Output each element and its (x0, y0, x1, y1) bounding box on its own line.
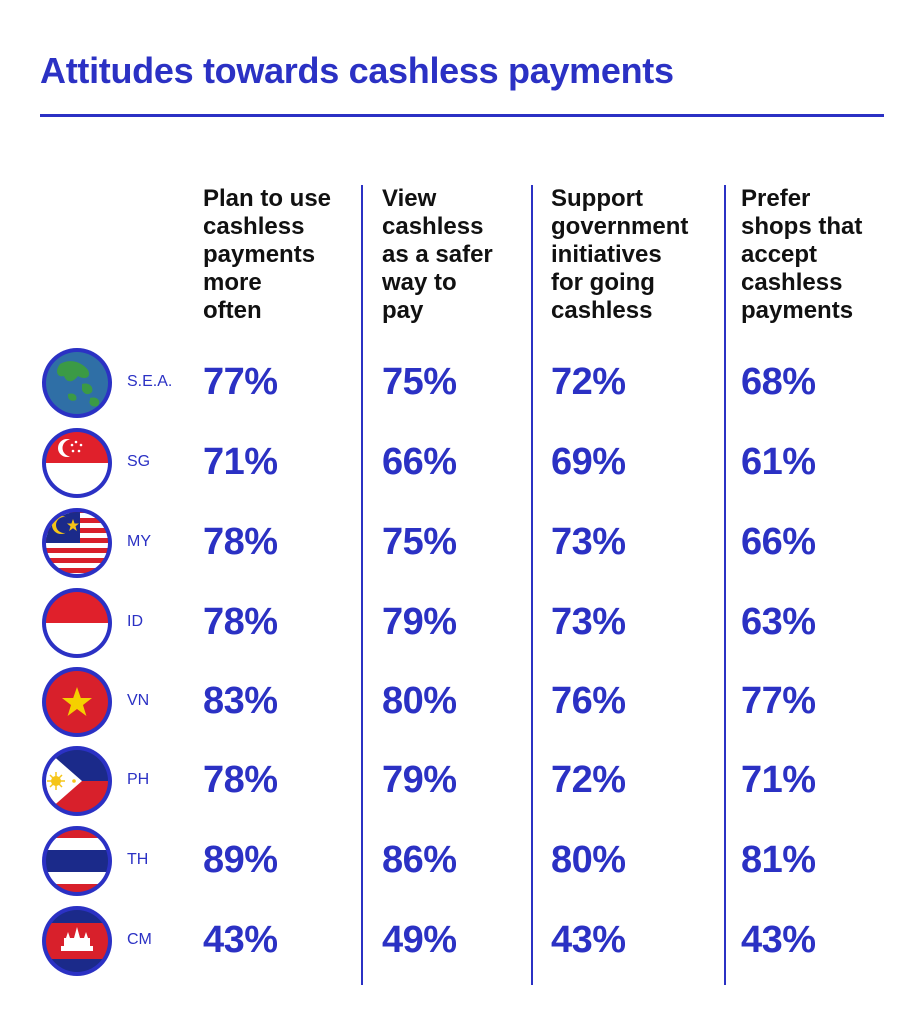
title-divider (40, 114, 884, 117)
table-cell-value: 78% (203, 601, 278, 643)
country-label: VN (127, 692, 150, 709)
column-header-line: government (551, 213, 689, 240)
table-cell-value: 80% (551, 839, 626, 881)
table-cell-value: 69% (551, 441, 626, 483)
column-separator (361, 185, 363, 985)
table-cell-value: 81% (741, 839, 816, 881)
table-cell-value: 73% (551, 601, 626, 643)
cambodia-flag-icon (42, 906, 112, 976)
table-cell-value: 72% (551, 759, 626, 801)
table-cell-value: 61% (741, 441, 816, 483)
column-header-line: way to (382, 269, 457, 296)
column-header-line: cashless (382, 213, 484, 240)
table-cell-value: 78% (203, 521, 278, 563)
column-header-line: for going (551, 269, 655, 296)
table-cell-value: 66% (382, 441, 457, 483)
table-cell-value: 43% (203, 919, 278, 961)
table-cell-value: 71% (203, 441, 278, 483)
column-header-line: Prefer (741, 185, 811, 212)
country-label: S.E.A. (127, 373, 173, 390)
table-cell-value: 43% (741, 919, 816, 961)
table-cell-value: 66% (741, 521, 816, 563)
country-label: ID (127, 613, 143, 630)
table-cell-value: 75% (382, 521, 457, 563)
column-separator (531, 185, 533, 985)
table-cell-value: 79% (382, 759, 457, 801)
table-cell-value: 83% (203, 680, 278, 722)
table-cell-value: 89% (203, 839, 278, 881)
table-cell-value: 49% (382, 919, 457, 961)
column-header-line: cashless (741, 269, 843, 296)
table-cell-value: 76% (551, 680, 626, 722)
column-header-line: Plan to use (203, 185, 332, 212)
country-label: MY (127, 533, 151, 550)
country-label: TH (127, 851, 149, 868)
column-header: Support government initiatives for going cas… (551, 185, 688, 325)
philippines-flag-icon (42, 746, 112, 816)
country-label: SG (127, 453, 151, 470)
thailand-flag-icon (42, 826, 112, 896)
column-header: Plan to use cashless payments more often (203, 185, 331, 325)
column-header-line: Support (551, 185, 643, 212)
table-cell-value: 63% (741, 601, 816, 643)
table-cell-value: 80% (382, 680, 457, 722)
column-header-line: View (382, 185, 437, 212)
column-header-line: pay (382, 297, 424, 324)
singapore-flag-icon (42, 428, 112, 498)
column-header: View cashless as a safer way to pay (382, 185, 493, 325)
table-cell-value: 78% (203, 759, 278, 801)
column-header-line: cashless (203, 213, 305, 240)
column-header-line: often (203, 297, 262, 324)
table-cell-value: 43% (551, 919, 626, 961)
table-cell-value: 86% (382, 839, 457, 881)
vietnam-flag-icon (42, 667, 112, 737)
indonesia-flag-icon (42, 588, 112, 658)
column-header-line: payments (203, 241, 316, 268)
table-cell-value: 77% (203, 361, 278, 403)
column-header-line: as a safer (382, 241, 493, 268)
table-cell-value: 75% (382, 361, 457, 403)
table-cell-value: 73% (551, 521, 626, 563)
column-header-line: cashless (551, 297, 653, 324)
table-cell-value: 77% (741, 680, 816, 722)
table-cell-value: 79% (382, 601, 457, 643)
column-header-line: accept (741, 241, 818, 268)
column-header-line: more (203, 269, 262, 296)
column-header-line: shops that (741, 213, 863, 240)
column-header: Prefer shops that accept cashless payments (741, 185, 862, 325)
table-cell-value: 71% (741, 759, 816, 801)
column-header-line: payments (741, 297, 854, 324)
table-cell-value: 68% (741, 361, 816, 403)
globe-sea-icon (42, 348, 112, 418)
column-separator (724, 185, 726, 985)
country-label: CM (127, 931, 152, 948)
page-title: Attitudes towards cashless payments (40, 50, 674, 91)
column-header-line: initiatives (551, 241, 662, 268)
country-label: PH (127, 771, 150, 788)
malaysia-flag-icon (42, 508, 112, 578)
table-cell-value: 72% (551, 361, 626, 403)
